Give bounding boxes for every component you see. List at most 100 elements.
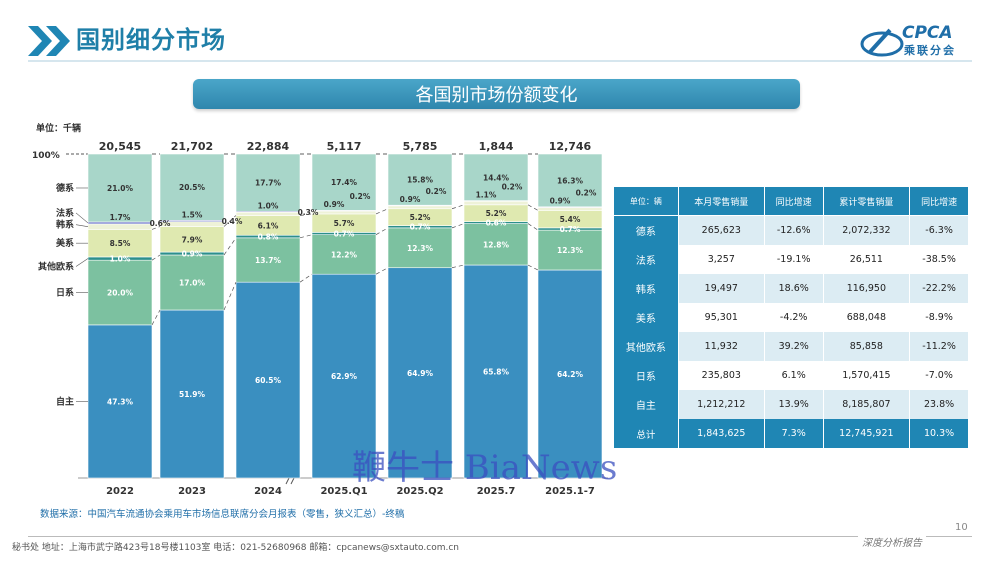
data-label: 7.9% (182, 235, 203, 244)
connector-line (451, 223, 465, 229)
page-title: 国别细分市场 (76, 26, 226, 54)
table-total-row: 总计 1,843,625 7.3% 12,745,921 10.3% (613, 419, 969, 448)
table-row: 韩系 19,497 18.6% 116,950 -22.2% (613, 274, 969, 303)
x-tick-label: 2024 (254, 486, 282, 497)
data-source-note: 数据来源：中国汽车流通协会乘用车市场信息联席分会月报表（零售，狭义汇总）-终稿 (40, 509, 405, 520)
table-cell: 688,048 (822, 303, 911, 332)
data-label: 60.5% (255, 376, 282, 385)
stacked-bar-chart: 100% 2022 20,545 2023 21,702 2024 22,884 2025.Q… (32, 140, 608, 497)
table-total-label: 总计 (613, 419, 679, 448)
bar-segment-6 (537, 207, 603, 211)
x-tick-label: 2025.Q2 (396, 486, 443, 497)
table-total-cell: 12,745,921 (822, 419, 911, 448)
total-label: 12,746 (549, 140, 592, 153)
table-cell: -22.2% (909, 274, 969, 303)
table-cell: -7.0% (909, 361, 969, 390)
chart-banner-title: 各国别市场份额变化 (193, 79, 800, 109)
data-label: 20.5% (179, 183, 206, 192)
data-label: 0.7% (334, 230, 355, 239)
table-cell: -12.6% (763, 215, 824, 245)
table-cell: -6.3% (909, 215, 969, 245)
table-header-monthly-yoy: 同比增速 (763, 186, 824, 216)
data-label: 17.7% (255, 179, 282, 188)
table-row: 德系 265,623 -12.6% 2,072,332 -6.3% (613, 215, 969, 245)
connector-line (527, 204, 539, 211)
series-label: 日系 (56, 287, 74, 299)
table-cell: 39.2% (763, 332, 824, 361)
x-tick-label: 2025.7 (477, 486, 516, 497)
data-label: 64.9% (407, 369, 434, 378)
bar-segment-5 (463, 153, 529, 201)
footer-report-tag: 深度分析报告 (858, 534, 926, 549)
data-label: 15.8% (407, 176, 434, 185)
table-cell: 19,497 (677, 274, 765, 303)
connector-line (527, 264, 539, 271)
data-label: 0.9% (550, 196, 571, 205)
x-tick-label: 2025.1-7 (545, 486, 595, 497)
chart-unit-label: 单位：千辆 (36, 124, 82, 134)
bar-segment-3 (311, 273, 377, 479)
data-label: 5.4% (560, 215, 581, 224)
x-tick-label: 2022 (106, 486, 134, 497)
series-label: 自主 (56, 395, 74, 407)
bar-segment-3 (311, 234, 377, 275)
data-label: 62.9% (331, 372, 358, 381)
connector-line (451, 264, 465, 269)
data-label: 12.3% (557, 246, 584, 255)
data-label: 6.1% (258, 221, 279, 230)
sales-table: 单位：辆 本月零售销量 同比增速 累计零售销量 同比增速 德系 265,623 -1… (613, 186, 969, 448)
data-label: 5.7% (334, 219, 355, 228)
connector-line (375, 208, 389, 215)
total-label: 1,844 (479, 140, 514, 153)
table-cell: 23.8% (909, 390, 969, 419)
data-label: 13.7% (255, 256, 282, 265)
table-cell: -8.9% (909, 303, 969, 332)
data-label: 5.2% (410, 213, 431, 222)
data-label: 1.0% (110, 255, 131, 264)
bar-segment-2 (235, 237, 301, 283)
data-label: 0.9% (400, 195, 421, 204)
bar-segment-4 (387, 227, 453, 269)
data-label: 17.4% (331, 178, 358, 187)
bar-segment-2 (235, 281, 301, 479)
data-label: 0.6% (486, 219, 507, 228)
bar-segment-2 (235, 211, 301, 216)
table-row-label: 日系 (613, 361, 679, 390)
bar-segment-6 (537, 153, 603, 208)
data-label: 47.3% (107, 397, 134, 406)
table-header-cumulative-yoy: 同比增速 (909, 186, 969, 216)
connector-line (299, 234, 313, 239)
data-label: 0.2% (576, 188, 597, 197)
bar-segment-5 (463, 264, 529, 479)
data-label: 0.2% (426, 187, 447, 196)
bar-segment-0 (87, 259, 153, 326)
table-row-label: 其他欧系 (613, 332, 679, 361)
connector-line (223, 237, 237, 256)
connector-line (151, 226, 161, 230)
data-label: 0.9% (324, 200, 345, 209)
cpca-logo-icon (860, 28, 904, 57)
series-label-leader (75, 258, 89, 267)
series-label: 韩系 (56, 219, 74, 231)
header-arrows-icon (28, 26, 70, 56)
series-label: 其他欧系 (38, 261, 74, 273)
data-label: 0.7% (560, 225, 581, 234)
bar-segment-6 (537, 269, 603, 479)
connector-line (223, 215, 237, 227)
top-percent-label: 100% (32, 151, 60, 161)
table-header-unit: 单位：辆 (613, 186, 679, 216)
total-label: 20,545 (99, 140, 141, 153)
table-row: 其他欧系 11,932 39.2% 85,858 -11.2% (613, 332, 969, 361)
table-cell: -19.1% (763, 245, 824, 274)
total-label: 5,117 (327, 140, 362, 153)
total-label: 5,785 (403, 140, 438, 153)
table-cell: 95,301 (677, 303, 765, 332)
data-label: 12.3% (407, 244, 434, 253)
bar-segment-5 (463, 223, 529, 266)
series-label: 德系 (56, 182, 74, 194)
table-row: 法系 3,257 -19.1% 26,511 -38.5% (613, 245, 969, 274)
data-label: 0.8% (258, 233, 279, 242)
data-label: 0.2% (350, 192, 371, 201)
data-label: 1.7% (110, 213, 131, 222)
connector-line (527, 223, 539, 231)
